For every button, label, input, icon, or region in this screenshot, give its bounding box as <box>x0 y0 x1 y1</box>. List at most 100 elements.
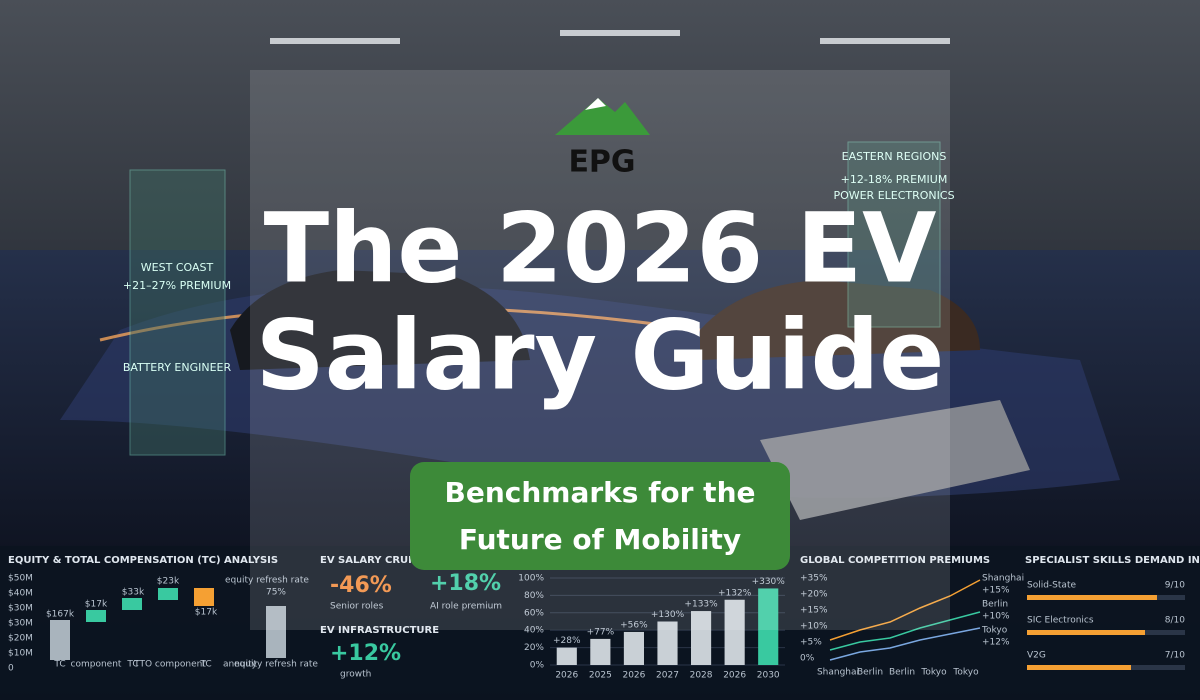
dash-text: $30M <box>8 604 33 614</box>
dashboard-panels: EQUITY & TOTAL COMPENSATION (TC) ANALYSI… <box>8 555 1200 681</box>
dash-text: 75% <box>266 588 286 598</box>
dash-text: +5% <box>800 638 822 648</box>
dash-text: +15% <box>800 606 828 616</box>
holo-role: POWER ELECTRONICS <box>833 189 954 202</box>
dash-text: EV SALARY CRUNCH <box>320 555 432 566</box>
dash-text: 7/10 <box>1165 651 1185 661</box>
dash-text: +15% <box>982 586 1010 596</box>
dash-text: +56% <box>620 620 648 630</box>
holo-premium: +21–27% PREMIUM <box>123 279 231 292</box>
dash-text: +132% <box>718 588 752 598</box>
dash-text: +28% <box>553 636 581 646</box>
dash-text: $167k <box>46 610 75 620</box>
dash-text: +18% <box>430 571 501 596</box>
dash-text: Berlin <box>857 668 883 678</box>
bar <box>758 588 779 665</box>
dash-text: AI role premium <box>430 602 502 612</box>
dash-text: 2027 <box>656 671 679 681</box>
subtitle-box <box>410 462 790 570</box>
dash-text: TC <box>126 660 138 670</box>
bar <box>691 611 712 665</box>
dash-text: 2028 <box>690 671 713 681</box>
trend-line <box>829 579 981 641</box>
title-line: The 2026 EV <box>264 192 937 304</box>
trend-line <box>829 611 981 651</box>
bar <box>724 599 745 665</box>
dash-text: -46% <box>330 573 392 598</box>
dash-text: $23k <box>157 577 180 587</box>
dash-text: SPECIALIST SKILLS DEMAND INDEX <box>1025 555 1200 566</box>
dash-text: TC <box>199 660 211 670</box>
dash-text: 40% <box>524 626 544 636</box>
dash-text: annuity <box>223 660 258 670</box>
dash-text: equity refresh rate <box>225 576 309 586</box>
dash-text: 2026 <box>555 671 578 681</box>
dash-text: $17k <box>195 608 218 618</box>
dash-text: 60% <box>524 608 544 618</box>
dash-text: 2030 <box>757 671 780 681</box>
dash-text: +35% <box>800 574 828 584</box>
dash-text: +77% <box>587 627 615 637</box>
dash-text: 0% <box>530 661 545 671</box>
dash-text: +12% <box>330 641 401 666</box>
dash-text: 2025 <box>589 671 612 681</box>
dash-text: 100% <box>518 574 544 584</box>
dash-text: $30M <box>8 619 33 629</box>
dash-text: 9/10 <box>1165 581 1185 591</box>
car-left <box>230 270 530 370</box>
dash-text: $33k <box>122 588 145 598</box>
skill-bar <box>1027 630 1145 635</box>
dash-text: Shanghai <box>982 574 1024 584</box>
dash-text: 0 <box>8 664 14 674</box>
dash-text: SIC Electronics <box>1027 616 1094 626</box>
waterfall-bar <box>50 620 70 660</box>
dash-text: Berlin <box>982 600 1008 610</box>
dash-text: TC <box>53 660 65 670</box>
holo-title: WEST COAST <box>141 261 214 274</box>
dash-text: $50M <box>8 574 33 584</box>
dash-text: +130% <box>651 610 685 620</box>
dash-text: $20M <box>8 634 33 644</box>
dash-text: TTO component <box>133 660 206 670</box>
dash-text: +20% <box>800 590 828 600</box>
dash-text: 80% <box>524 591 544 601</box>
dash-text: Tokyo <box>920 668 947 678</box>
subtitle-line: Benchmarks for the <box>445 476 756 509</box>
dash-text: 2026 <box>723 671 746 681</box>
waterfall-bar <box>266 606 286 658</box>
dash-text: 2026 <box>622 671 645 681</box>
dash-text: +10% <box>982 612 1010 622</box>
dash-text: V2G <box>1027 651 1046 661</box>
dash-text: Berlin <box>889 668 915 678</box>
title-line: Salary Guide <box>256 299 945 411</box>
dash-text: equity refresh rate <box>234 660 318 670</box>
dashboard <box>0 546 1200 700</box>
bar <box>556 647 577 665</box>
dash-text: EV INFRASTRUCTURE <box>320 625 439 636</box>
dash-text: 0% <box>800 654 815 664</box>
dash-text: Tokyo <box>981 626 1008 636</box>
waterfall-bar <box>86 610 106 622</box>
logo-text: EPG <box>568 145 635 180</box>
battery-pack <box>760 400 1030 520</box>
dash-text: +12% <box>982 638 1010 648</box>
dash-text: GLOBAL COMPETITION PREMIUMS <box>800 555 990 566</box>
logo: EPG <box>555 98 650 180</box>
bar <box>590 638 611 665</box>
waterfall-bar <box>158 588 178 600</box>
dash-text: +330% <box>752 577 786 587</box>
dash-text: $40M <box>8 589 33 599</box>
waterfall-bar <box>122 598 142 610</box>
bar <box>623 631 644 665</box>
holo-premium: +12-18% PREMIUM <box>841 173 948 186</box>
dash-text: Senior roles <box>330 602 384 612</box>
dash-text: $17k <box>85 600 108 610</box>
dash-text: Tokyo <box>952 668 979 678</box>
car-right <box>700 280 980 360</box>
dash-text: EQUITY & TOTAL COMPENSATION (TC) ANALYSI… <box>8 555 278 566</box>
skill-bar <box>1027 665 1131 670</box>
hologram-west: WEST COAST +21–27% PREMIUM BATTERY ENGIN… <box>123 169 232 456</box>
holo-role: BATTERY ENGINEER <box>123 361 232 374</box>
